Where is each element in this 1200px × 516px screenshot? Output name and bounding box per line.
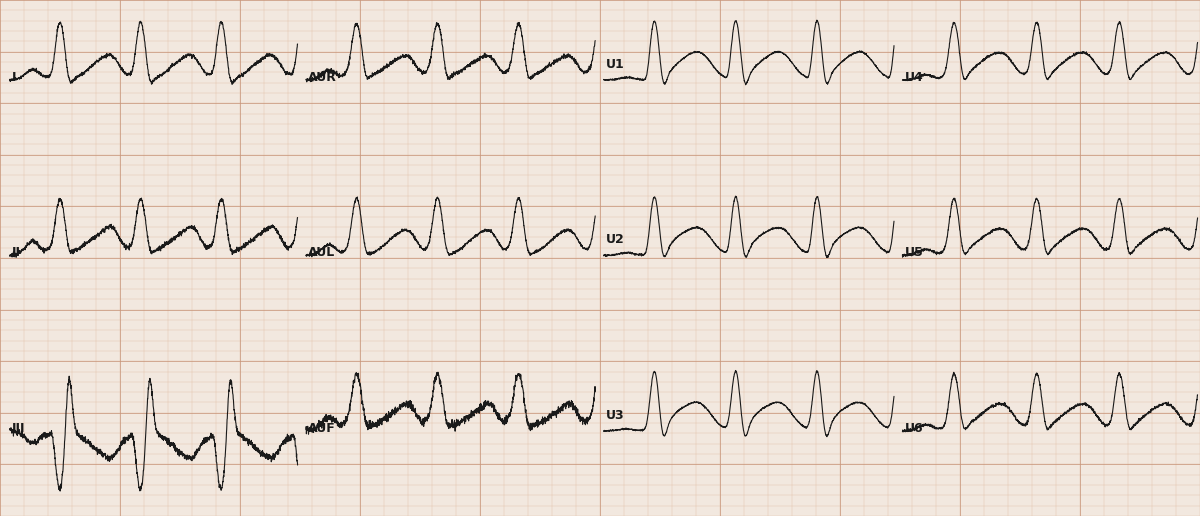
Text: III: III — [12, 422, 25, 435]
Text: U2: U2 — [606, 233, 625, 247]
Text: U4: U4 — [905, 71, 924, 84]
Text: II: II — [12, 246, 22, 260]
Text: U5: U5 — [905, 246, 924, 260]
Text: AUL: AUL — [308, 246, 336, 260]
Text: AUF: AUF — [308, 422, 336, 435]
Text: U3: U3 — [606, 409, 625, 422]
Text: U6: U6 — [905, 422, 924, 435]
Text: I: I — [12, 71, 17, 84]
Text: AUR: AUR — [308, 71, 337, 84]
Text: U1: U1 — [606, 58, 625, 71]
